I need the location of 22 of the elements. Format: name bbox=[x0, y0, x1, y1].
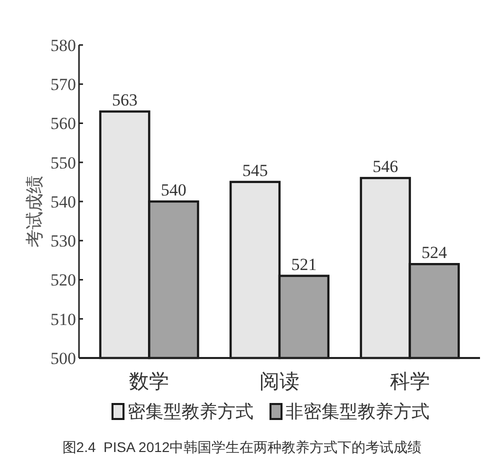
y-tick-label: 500 bbox=[50, 348, 76, 368]
legend-label: 非密集型教养方式 bbox=[286, 401, 430, 422]
data-label: 545 bbox=[242, 160, 268, 180]
caption: 图2.4 PISA 2012中韩国学生在两种教养方式下的考试成绩 bbox=[62, 439, 422, 455]
data-label: 546 bbox=[372, 157, 398, 176]
legend-label: 密集型教养方式 bbox=[128, 401, 254, 422]
x-tick-label: 数学 bbox=[129, 371, 170, 393]
y-tick-label: 570 bbox=[50, 75, 76, 94]
data-label: 563 bbox=[112, 90, 138, 110]
data-label: 521 bbox=[291, 254, 317, 274]
x-tick-label: 科学 bbox=[390, 371, 430, 393]
y-tick-label: 510 bbox=[50, 310, 76, 329]
y-tick-label: 520 bbox=[50, 270, 76, 290]
data-label: 524 bbox=[422, 243, 448, 262]
y-tick-label: 540 bbox=[50, 192, 76, 212]
y-tick-label: 560 bbox=[50, 114, 76, 134]
y-tick-label: 550 bbox=[50, 153, 76, 172]
x-tick-label: 阅读 bbox=[260, 371, 300, 393]
data-label: 540 bbox=[160, 180, 186, 200]
y-tick-label: 530 bbox=[50, 232, 76, 251]
y-axis-title: 考试成绩 bbox=[24, 176, 44, 248]
y-tick-label: 580 bbox=[50, 36, 76, 55]
